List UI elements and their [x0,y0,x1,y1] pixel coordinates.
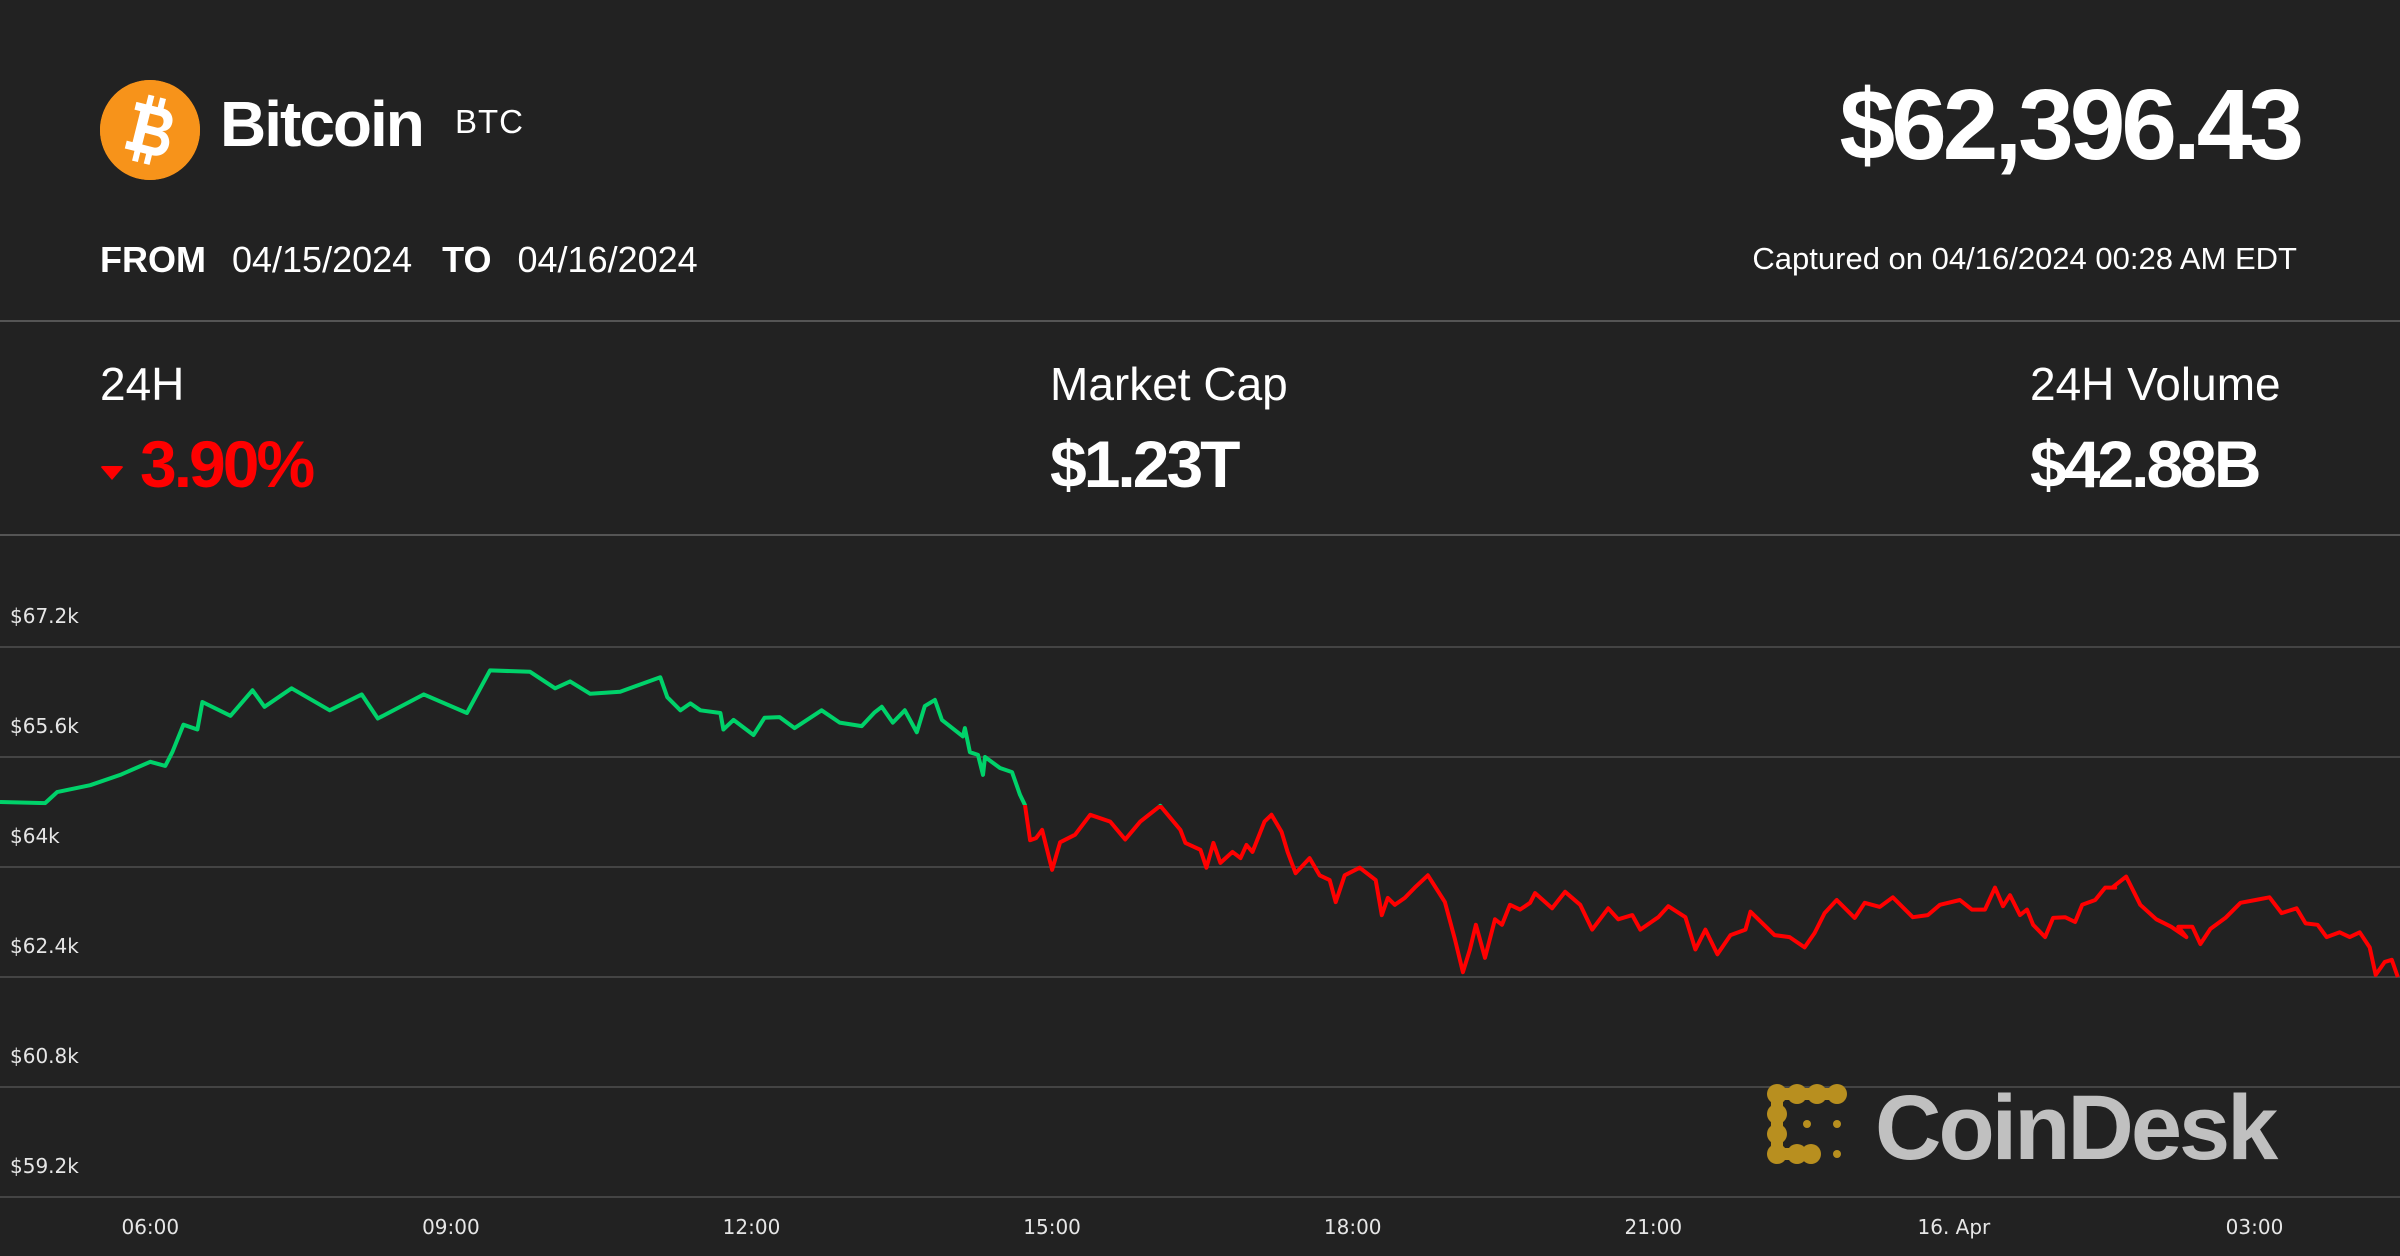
stat-label: Market Cap [1050,358,1288,410]
to-date: 04/16/2024 [517,239,698,280]
x-tick-label: 15:00 [1023,1215,1081,1239]
coindesk-logo-icon [1767,1084,1847,1164]
stat-24h-change: 24H 3.90% [100,356,315,502]
y-tick-label: $60.8k [10,1044,79,1068]
to-label: TO [442,239,492,280]
y-tick-label: $62.4k [10,934,79,958]
stat-change-value-row: 3.90% [100,426,315,502]
bitcoin-logo-icon [100,80,200,180]
current-price: $62,396.43 [1839,69,2304,181]
from-label: FROM [100,239,206,280]
chart-gridlines [0,646,2400,1198]
y-tick-label: $59.2k [10,1154,79,1178]
down-triangle-icon [100,466,124,480]
price-line-below-open [1022,805,2400,978]
y-tick-label: $65.6k [10,714,79,738]
stat-label: 24H Volume [2030,358,2281,410]
y-axis-labels: $67.2k $65.6k $64k $62.4k $60.8k $59.2k [10,604,79,1178]
date-range: FROM 04/15/2024 TO 04/16/2024 [100,238,728,282]
price-chart: $67.2k $65.6k $64k $62.4k $60.8k $59.2k 06:00… [0,536,2400,1256]
from-date: 04/15/2024 [231,239,413,280]
x-tick-label: 21:00 [1624,1215,1682,1239]
x-tick-label: 03:00 [2226,1215,2284,1239]
x-tick-label: 06:00 [121,1215,179,1239]
header-divider [0,320,2400,322]
y-tick-label: $64k [10,824,60,848]
stat-market-cap: Market Cap $1.23T [1050,356,1288,502]
x-axis-labels: 06:00 09:00 12:00 15:00 18:00 21:00 16. Apr 03:… [121,1215,2283,1239]
y-tick-label: $67.2k [10,604,79,628]
x-tick-label: 12:00 [723,1215,781,1239]
stat-value: 3.90% [140,427,315,501]
price-chart-svg: $67.2k $65.6k $64k $62.4k $60.8k $59.2k 06:00… [0,604,2400,1239]
stat-value: $42.88B [2030,427,2262,501]
coindesk-wordmark: CoinDesk [1875,1077,2278,1179]
stat-label: 24H [100,358,185,410]
x-tick-label: 18:00 [1324,1215,1382,1239]
captured-timestamp: Captured on 04/16/2024 00:28 AM EDT [1752,241,2297,276]
x-tick-label: 09:00 [422,1215,480,1239]
stats-divider [0,534,2400,536]
coindesk-watermark: CoinDesk [1765,1077,2278,1179]
asset-name: Bitcoin [220,88,425,160]
stat-24h-volume: 24H Volume $42.88B [2030,356,2281,502]
stat-value: $1.23T [1050,427,1240,501]
asset-symbol: BTC [455,103,524,140]
price-line-above-open [0,668,1163,806]
x-tick-label: 16. Apr [1918,1215,1992,1239]
